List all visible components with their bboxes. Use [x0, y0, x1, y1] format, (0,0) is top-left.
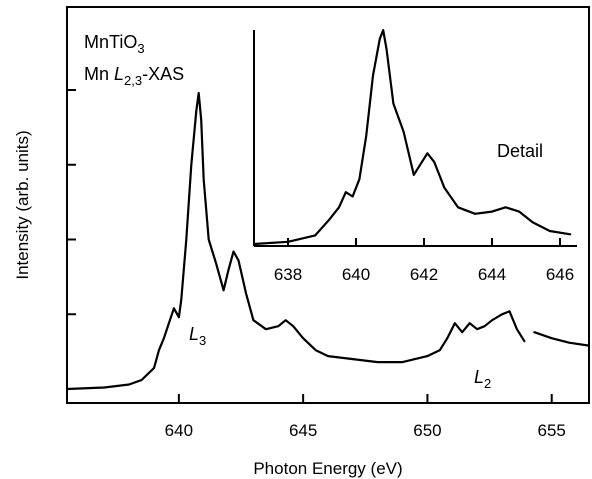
- inset-x-tick-label-640: 640: [342, 265, 370, 284]
- main-x-tick-label-645: 645: [289, 421, 317, 440]
- inset-x-tick-label-644: 644: [478, 265, 506, 284]
- l2-label: L2: [474, 367, 491, 391]
- l3-label: L3: [189, 324, 206, 348]
- edge-label: Mn L2,3-XAS: [84, 64, 184, 88]
- main-x-tick-label-650: 650: [413, 421, 441, 440]
- main-y-ticks: [67, 89, 76, 316]
- inset-series-group: [252, 29, 572, 246]
- inset-x-tick-label-638: 638: [274, 265, 302, 284]
- main-series-line-1: [65, 91, 526, 391]
- x-axis-title: Photon Energy (eV): [253, 459, 402, 478]
- inset-series-line-1: [252, 29, 572, 246]
- main-series-line-2: [533, 331, 591, 347]
- main-x-tick-label-655: 655: [538, 421, 566, 440]
- inset-x-tick-label-646: 646: [546, 265, 574, 284]
- inset-x-ticks: 638 640 642 644 646: [274, 238, 574, 284]
- y-axis-title: Intensity (arb. units): [13, 130, 32, 279]
- main-x-tick-label-640: 640: [165, 421, 193, 440]
- main-series-group: [65, 91, 591, 391]
- main-plot-frame: [66, 6, 590, 404]
- inset-x-tick-label-642: 642: [410, 265, 438, 284]
- main-x-ticks: 640 645 650 655: [165, 394, 566, 440]
- inset-title: Detail: [497, 141, 543, 161]
- inset-axes: [253, 30, 577, 247]
- compound-label: MnTiO3: [84, 32, 145, 56]
